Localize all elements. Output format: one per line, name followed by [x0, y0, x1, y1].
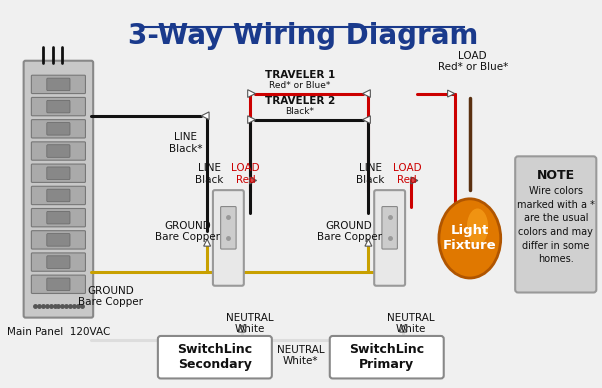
- Ellipse shape: [467, 208, 488, 245]
- Text: NEUTRAL
White: NEUTRAL White: [387, 313, 435, 334]
- Text: LINE
Black: LINE Black: [356, 163, 385, 185]
- Ellipse shape: [439, 199, 501, 278]
- Text: LINE
Black: LINE Black: [195, 163, 223, 185]
- Text: 3-Way Wiring Diagram: 3-Way Wiring Diagram: [128, 22, 478, 50]
- Polygon shape: [201, 112, 209, 120]
- Text: NOTE: NOTE: [537, 169, 575, 182]
- FancyBboxPatch shape: [31, 186, 85, 204]
- FancyBboxPatch shape: [221, 206, 236, 249]
- FancyBboxPatch shape: [47, 189, 70, 202]
- FancyBboxPatch shape: [31, 75, 85, 94]
- FancyBboxPatch shape: [31, 120, 85, 138]
- FancyBboxPatch shape: [31, 253, 85, 271]
- Polygon shape: [400, 325, 406, 332]
- Text: GROUND
Bare Copper: GROUND Bare Copper: [78, 286, 143, 307]
- FancyBboxPatch shape: [31, 142, 85, 160]
- Text: LOAD
Red: LOAD Red: [393, 163, 421, 185]
- Polygon shape: [247, 116, 255, 123]
- FancyBboxPatch shape: [382, 206, 397, 249]
- Text: LOAD
Red: LOAD Red: [231, 163, 260, 185]
- FancyBboxPatch shape: [47, 100, 70, 113]
- Polygon shape: [362, 90, 370, 97]
- Text: GROUND
Bare Copper: GROUND Bare Copper: [155, 221, 220, 242]
- Text: NEUTRAL
White*: NEUTRAL White*: [277, 345, 324, 366]
- Text: Red* or Blue*: Red* or Blue*: [269, 81, 330, 90]
- Polygon shape: [250, 177, 256, 184]
- FancyBboxPatch shape: [47, 123, 70, 135]
- FancyBboxPatch shape: [158, 336, 272, 378]
- FancyBboxPatch shape: [47, 145, 70, 157]
- FancyBboxPatch shape: [31, 97, 85, 116]
- Polygon shape: [238, 325, 246, 332]
- FancyBboxPatch shape: [213, 190, 244, 286]
- Text: TRAVELER 2: TRAVELER 2: [265, 96, 335, 106]
- Text: Black*: Black*: [285, 107, 314, 116]
- Text: LOAD
Red* or Blue*: LOAD Red* or Blue*: [438, 51, 508, 72]
- FancyBboxPatch shape: [31, 208, 85, 227]
- Text: NEUTRAL
White: NEUTRAL White: [226, 313, 273, 334]
- FancyBboxPatch shape: [47, 167, 70, 180]
- FancyBboxPatch shape: [515, 156, 597, 293]
- FancyBboxPatch shape: [31, 164, 85, 182]
- Polygon shape: [362, 116, 370, 123]
- Polygon shape: [448, 90, 455, 97]
- Text: SwitchLinc
Secondary: SwitchLinc Secondary: [178, 343, 252, 371]
- Polygon shape: [203, 239, 211, 246]
- Polygon shape: [411, 177, 418, 184]
- Text: LINE
Black*: LINE Black*: [169, 132, 203, 154]
- FancyBboxPatch shape: [47, 234, 70, 246]
- FancyBboxPatch shape: [330, 336, 444, 378]
- FancyBboxPatch shape: [374, 190, 405, 286]
- Text: Main Panel  120VAC: Main Panel 120VAC: [7, 327, 110, 337]
- Polygon shape: [247, 90, 255, 97]
- FancyBboxPatch shape: [47, 78, 70, 91]
- FancyBboxPatch shape: [47, 211, 70, 224]
- FancyBboxPatch shape: [31, 231, 85, 249]
- Text: GROUND
Bare Copper: GROUND Bare Copper: [317, 221, 382, 242]
- Text: TRAVELER 1: TRAVELER 1: [265, 70, 335, 80]
- FancyBboxPatch shape: [23, 61, 93, 318]
- FancyBboxPatch shape: [47, 278, 70, 291]
- Text: Light
Fixture: Light Fixture: [443, 224, 497, 253]
- Text: Wire colors
marked with a *
are the usual
colors and may
differ in some
homes.: Wire colors marked with a * are the usua…: [517, 186, 595, 264]
- Text: SwitchLinc
Primary: SwitchLinc Primary: [349, 343, 424, 371]
- Polygon shape: [365, 239, 372, 246]
- FancyBboxPatch shape: [31, 275, 85, 293]
- FancyBboxPatch shape: [47, 256, 70, 268]
